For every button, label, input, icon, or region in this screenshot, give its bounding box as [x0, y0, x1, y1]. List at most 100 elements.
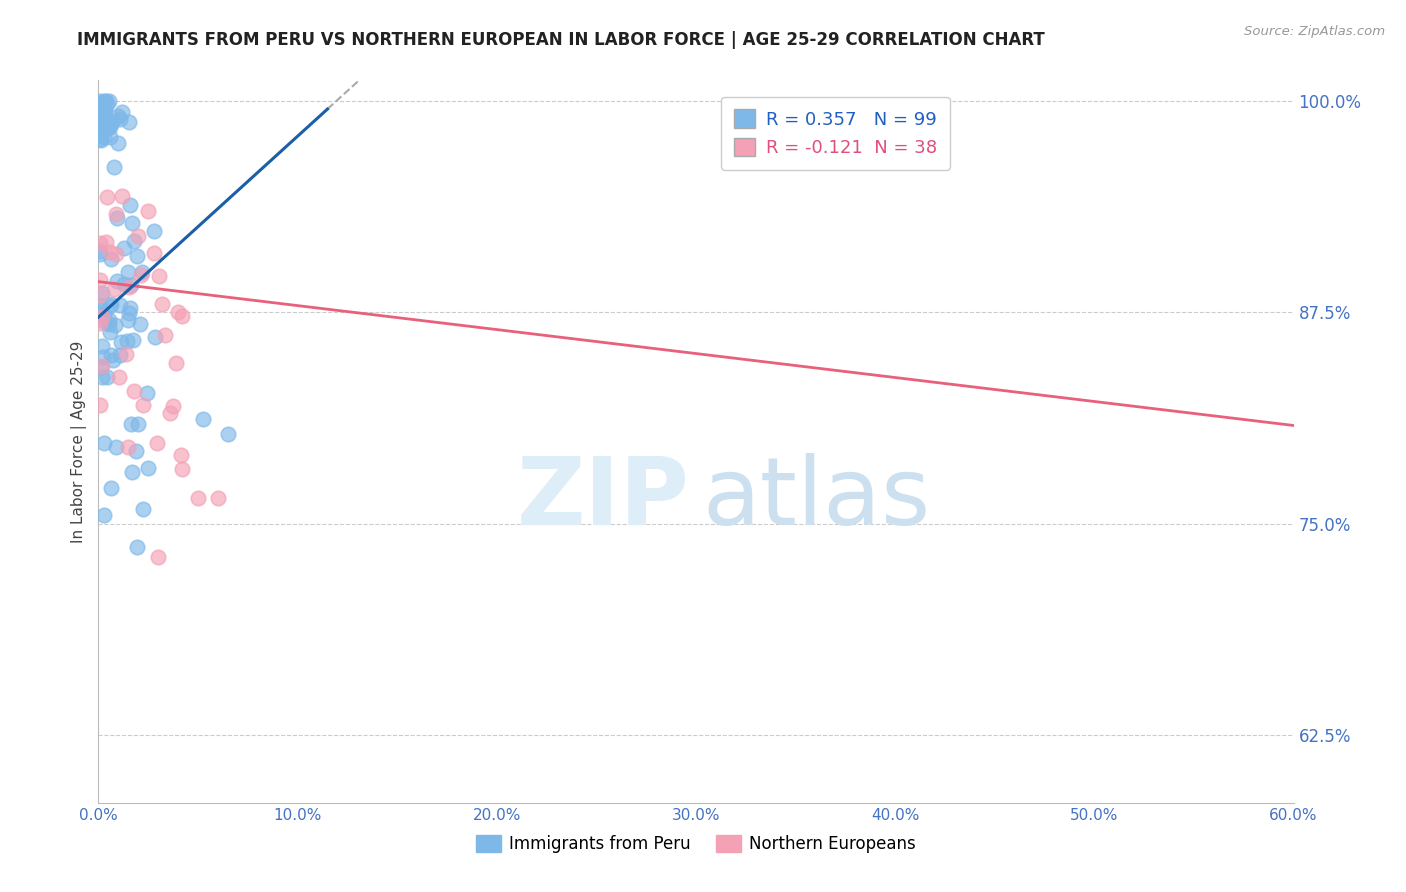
- Point: [167, 305, 190, 319]
- Point: [127, 417, 149, 431]
- Point: [94, 94, 117, 108]
- Point: [98, 94, 121, 108]
- Point: [129, 318, 152, 332]
- Point: [127, 229, 149, 244]
- Point: [89, 273, 111, 287]
- Point: [100, 347, 122, 361]
- Text: atlas: atlas: [702, 453, 931, 545]
- Point: [91, 121, 114, 136]
- Text: IMMIGRANTS FROM PERU VS NORTHERN EUROPEAN IN LABOR FORCE | AGE 25-29 CORRELATION: IMMIGRANTS FROM PERU VS NORTHERN EUROPEA…: [77, 31, 1045, 49]
- Point: [104, 207, 127, 221]
- Point: [101, 113, 124, 128]
- Point: [114, 347, 136, 361]
- Point: [90, 359, 112, 374]
- Point: [93, 114, 115, 128]
- Point: [121, 465, 143, 479]
- Point: [97, 119, 120, 133]
- Point: [89, 235, 111, 250]
- Point: [187, 491, 209, 506]
- Point: [162, 400, 184, 414]
- Point: [120, 417, 142, 431]
- Point: [112, 241, 135, 255]
- Point: [100, 252, 122, 267]
- Point: [107, 109, 129, 123]
- Point: [105, 211, 128, 225]
- Point: [165, 356, 187, 370]
- Point: [93, 117, 115, 131]
- Point: [125, 540, 148, 554]
- Point: [117, 313, 139, 327]
- Point: [121, 216, 143, 230]
- Point: [122, 235, 145, 249]
- Point: [170, 462, 193, 476]
- Point: [96, 370, 118, 384]
- Point: [91, 102, 114, 116]
- Point: [98, 325, 121, 339]
- Point: [94, 121, 117, 136]
- Point: [91, 106, 114, 120]
- Point: [118, 115, 141, 129]
- Point: [90, 117, 112, 131]
- Point: [103, 160, 125, 174]
- Point: [105, 246, 128, 260]
- Point: [120, 198, 142, 212]
- Point: [90, 120, 112, 135]
- Point: [89, 104, 111, 119]
- Point: [153, 328, 176, 343]
- Point: [107, 136, 129, 150]
- Point: [118, 306, 141, 320]
- Point: [89, 303, 111, 318]
- Point: [127, 249, 149, 263]
- Point: [89, 115, 111, 129]
- Point: [143, 245, 166, 260]
- Point: [96, 190, 118, 204]
- Legend: Immigrants from Peru, Northern Europeans: Immigrants from Peru, Northern Europeans: [470, 828, 922, 860]
- Point: [136, 386, 159, 401]
- Point: [129, 268, 152, 282]
- Point: [148, 550, 170, 565]
- Point: [93, 309, 115, 323]
- Point: [207, 491, 229, 506]
- Point: [89, 317, 111, 331]
- Point: [89, 125, 111, 139]
- Point: [93, 129, 115, 144]
- Point: [108, 370, 131, 384]
- Point: [89, 297, 111, 311]
- Point: [132, 502, 155, 516]
- Point: [96, 117, 118, 131]
- Point: [103, 282, 125, 296]
- Point: [89, 112, 111, 126]
- Point: [111, 189, 134, 203]
- Y-axis label: In Labor Force | Age 25-29: In Labor Force | Age 25-29: [72, 341, 87, 542]
- Point: [100, 116, 122, 130]
- Point: [90, 128, 112, 142]
- Point: [89, 133, 111, 147]
- Point: [93, 436, 115, 450]
- Point: [98, 317, 121, 331]
- Point: [91, 107, 114, 121]
- Point: [91, 286, 114, 301]
- Point: [120, 301, 142, 315]
- Point: [96, 235, 118, 249]
- Point: [148, 269, 170, 284]
- Point: [93, 508, 115, 523]
- Point: [90, 307, 112, 321]
- Point: [138, 461, 160, 475]
- Point: [90, 338, 112, 352]
- Point: [120, 277, 142, 292]
- Point: [96, 97, 118, 112]
- Point: [94, 121, 117, 136]
- Point: [143, 329, 166, 343]
- Point: [108, 298, 131, 312]
- Point: [170, 310, 193, 324]
- Text: Source: ZipAtlas.com: Source: ZipAtlas.com: [1244, 25, 1385, 38]
- Point: [131, 265, 153, 279]
- Point: [121, 333, 143, 347]
- Point: [93, 102, 115, 116]
- Point: [98, 312, 121, 326]
- Point: [108, 112, 131, 126]
- Point: [150, 296, 173, 310]
- Point: [146, 435, 169, 450]
- Point: [90, 310, 112, 324]
- Point: [115, 334, 138, 348]
